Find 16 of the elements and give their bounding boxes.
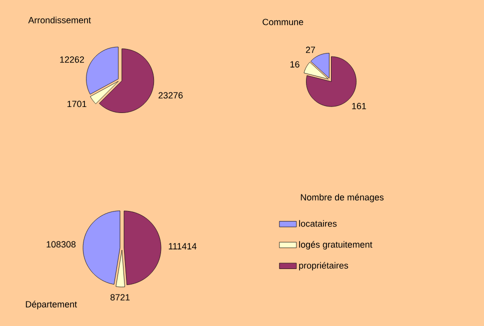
legend-label: propriétaires	[299, 262, 348, 270]
legend-title: Nombre de ménages	[300, 194, 384, 202]
chart-title: Arrondissement	[28, 16, 91, 24]
data-label: 111414	[168, 243, 196, 250]
data-label: 27	[306, 46, 316, 53]
data-label: 108308	[46, 241, 76, 248]
data-label: 23276	[158, 92, 183, 98]
data-label: 8721	[110, 294, 130, 301]
data-label: 161	[352, 102, 366, 110]
legend-label: locataires	[299, 220, 337, 227]
legend-label: logés gratuitement	[299, 241, 372, 250]
chart-title: Commune	[262, 18, 304, 26]
text: Département	[26, 300, 77, 310]
data-label: 1701	[67, 100, 86, 108]
data-label: 16	[290, 61, 300, 68]
data-label: 12262	[60, 56, 84, 63]
